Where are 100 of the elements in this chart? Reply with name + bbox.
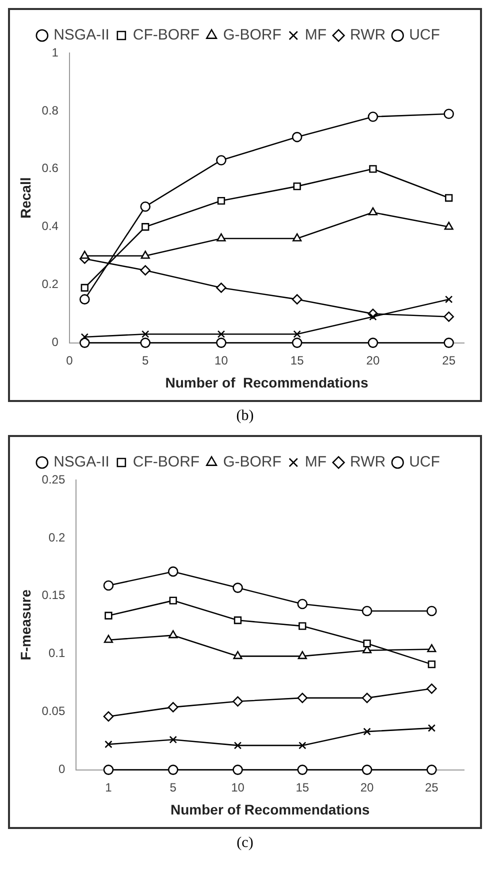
x-tick-label: 10: [214, 353, 228, 368]
x-tick-label: 10: [231, 780, 245, 794]
point: [80, 333, 88, 341]
point: [363, 640, 371, 648]
legend-label: G-BORF: [223, 26, 282, 44]
x-tick-label: 25: [442, 353, 456, 368]
point: [368, 207, 378, 216]
y-tick-label: 0.6: [42, 161, 59, 176]
point: [140, 201, 150, 212]
point: [426, 606, 437, 616]
point: [103, 711, 114, 722]
point: [298, 651, 307, 660]
x-axis-title: Number of Recommendations: [165, 374, 368, 390]
legend-label: MF: [304, 26, 327, 44]
point: [104, 740, 112, 748]
point: [298, 622, 306, 630]
x-tick-label: 1: [105, 780, 112, 794]
legend-label: CF-BORF: [132, 26, 200, 44]
legend-label: CF-BORF: [132, 454, 200, 471]
point: [217, 196, 226, 205]
point: [216, 338, 226, 348]
y-tick-label: 0.05: [42, 704, 66, 718]
point: [168, 702, 178, 712]
point: [234, 616, 242, 624]
point: [80, 250, 90, 259]
point: [234, 742, 242, 750]
point: [140, 338, 150, 348]
point: [297, 692, 308, 704]
point: [233, 651, 242, 660]
y-tick-label: 0.2: [48, 530, 66, 544]
point: [232, 764, 243, 775]
point: [362, 764, 372, 775]
point: [293, 182, 301, 190]
y-axis-title: Recall: [17, 177, 34, 219]
y-tick-label: 0.1: [48, 646, 66, 660]
point: [426, 764, 437, 775]
point: [428, 724, 436, 732]
point: [216, 233, 226, 242]
point: [426, 684, 437, 694]
point: [216, 282, 226, 293]
point: [103, 764, 114, 775]
y-tick-label: 1: [52, 45, 59, 60]
point: [292, 294, 302, 304]
point: [368, 112, 378, 122]
point: [168, 764, 178, 775]
point: [168, 630, 178, 638]
point: [293, 330, 301, 338]
point: [103, 580, 114, 591]
point: [292, 132, 302, 142]
x-tick-label: 15: [290, 353, 304, 368]
y-tick-label: 0: [52, 335, 59, 350]
point: [80, 284, 88, 292]
point: [444, 108, 454, 120]
text: (b): [235, 408, 255, 425]
point: [140, 250, 150, 259]
point: [169, 736, 177, 744]
legend-label: NSGA-II: [54, 26, 110, 44]
x-tick-label: 20: [360, 780, 374, 794]
legend-label: UCF: [409, 26, 440, 44]
point: [444, 312, 454, 322]
point: [368, 338, 378, 348]
point: [169, 596, 177, 604]
point: [168, 566, 178, 577]
point: [104, 612, 112, 620]
x-tick-label: 20: [366, 353, 380, 368]
point: [444, 222, 454, 230]
point: [232, 696, 243, 707]
point: [217, 330, 226, 338]
legend-label: NSGA-II: [54, 454, 110, 471]
legend-label: UCF: [409, 454, 440, 471]
y-tick-label: 0: [58, 762, 66, 776]
point: [142, 330, 150, 338]
x-tick-label: 5: [142, 353, 150, 368]
y-tick-label: 0.15: [42, 588, 66, 602]
point: [80, 294, 90, 304]
y-tick-label: 0.4: [42, 219, 59, 234]
y-tick-label: 0.25: [42, 472, 66, 486]
point: [369, 312, 377, 321]
x-tick-label: 15: [296, 780, 310, 794]
point: [428, 660, 436, 668]
point: [292, 233, 302, 242]
point: [292, 338, 302, 348]
point: [363, 728, 371, 736]
point: [427, 644, 436, 652]
point: [444, 194, 453, 202]
y-tick-label: 0.8: [42, 103, 59, 118]
legend-label: MF: [304, 454, 327, 471]
point: [232, 582, 243, 593]
legend-label: G-BORF: [223, 454, 282, 471]
x-tick-label: 5: [170, 780, 177, 794]
legend-label: RWR: [350, 26, 386, 44]
point: [362, 606, 372, 616]
point: [369, 165, 377, 173]
x-tick-label: 25: [425, 780, 439, 794]
point: [298, 742, 306, 750]
x-axis-title: Number of Recommendations: [170, 801, 370, 818]
point: [297, 764, 308, 775]
point: [444, 296, 453, 304]
y-tick-label: 0.2: [42, 277, 59, 292]
text: (c): [236, 835, 254, 852]
